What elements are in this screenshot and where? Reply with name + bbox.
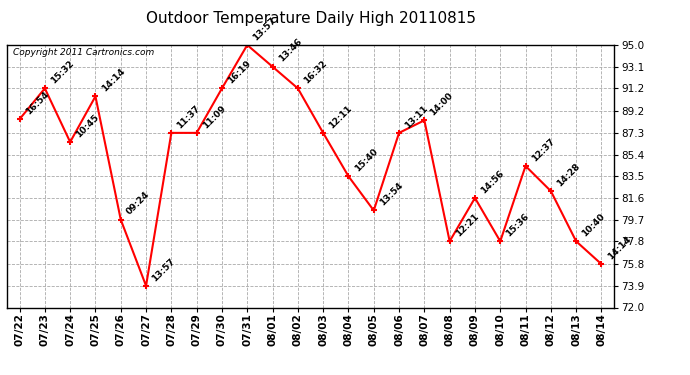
Text: 14:56: 14:56 [479, 168, 506, 195]
Text: 15:40: 15:40 [353, 147, 380, 174]
Text: 13:57: 13:57 [150, 256, 177, 283]
Text: 12:21: 12:21 [454, 212, 480, 238]
Text: Outdoor Temperature Daily High 20110815: Outdoor Temperature Daily High 20110815 [146, 11, 475, 26]
Text: Copyright 2011 Cartronics.com: Copyright 2011 Cartronics.com [13, 48, 155, 57]
Text: 16:54: 16:54 [23, 90, 50, 116]
Text: 11:09: 11:09 [201, 104, 228, 130]
Text: 16:32: 16:32 [302, 59, 328, 86]
Text: 13:46: 13:46 [277, 37, 304, 64]
Text: 10:40: 10:40 [580, 212, 607, 238]
Text: 16:19: 16:19 [226, 59, 253, 86]
Text: 14:14: 14:14 [606, 235, 633, 261]
Text: 14:28: 14:28 [555, 162, 582, 188]
Text: 09:24: 09:24 [125, 190, 152, 217]
Text: 14:00: 14:00 [428, 91, 455, 117]
Text: 10:45: 10:45 [75, 112, 101, 139]
Text: 12:37: 12:37 [530, 136, 556, 163]
Text: 15:32: 15:32 [49, 59, 76, 86]
Text: 13:57: 13:57 [251, 15, 278, 42]
Text: 13:11: 13:11 [403, 104, 430, 130]
Text: 11:37: 11:37 [175, 104, 202, 130]
Text: 15:36: 15:36 [504, 212, 531, 238]
Text: 13:54: 13:54 [378, 181, 404, 208]
Text: 14:14: 14:14 [99, 67, 126, 94]
Text: 12:11: 12:11 [327, 104, 354, 130]
